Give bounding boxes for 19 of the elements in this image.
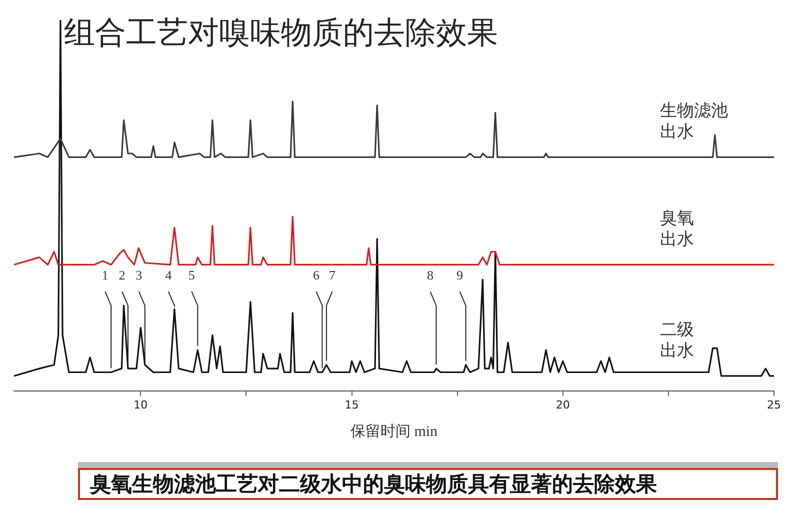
annotation: 8 [426,268,434,283]
annotation: 1 [102,268,108,283]
x-tick-label: 20 [556,398,570,412]
x-tick-label: 15 [344,398,359,412]
x-axis-title: 保留时间 min [350,422,438,440]
x-tick-label: 25 [767,398,781,412]
annotation: 9 [456,268,464,283]
annotation: 2 [118,268,126,283]
series-label: 二级出水 [660,320,694,361]
chart-title: 组合工艺对嗅味物质的去除效果 [64,14,498,53]
annotation: 7 [328,268,336,283]
series-label: 臭氧出水 [660,208,694,250]
annotation: 4 [165,268,172,283]
annotation: 5 [188,268,195,283]
annotation: 6 [312,268,320,283]
x-tick-label: 10 [134,398,148,412]
series-label: 生物滤池出水 [660,101,728,142]
text: 臭氧生物滤池工艺对二级水中的臭味物质具有显著的去除效果 [78,468,778,500]
annotation: 3 [136,268,142,283]
